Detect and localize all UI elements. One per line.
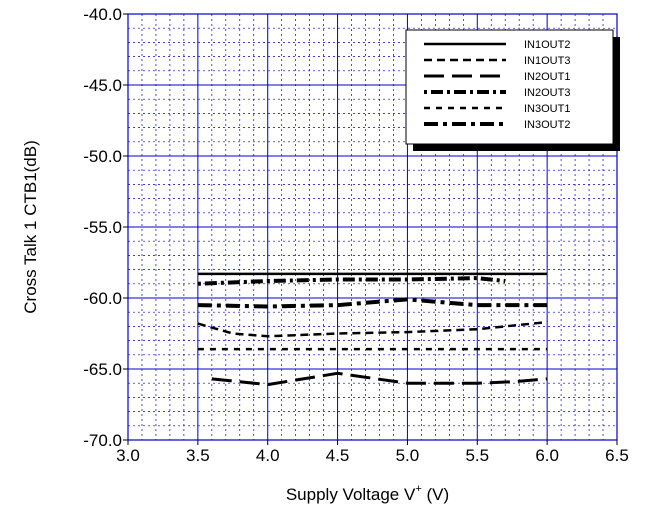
- x-tick-label: 4.0: [256, 446, 280, 465]
- y-axis-title: Cross Talk 1 CTB1(dB): [21, 140, 40, 314]
- x-axis-title: Supply Voltage V+ (V): [286, 483, 449, 504]
- legend-label-in2out1: IN2OUT1: [524, 71, 570, 83]
- x-tick-label: 3.0: [116, 446, 140, 465]
- legend-label-in3out2: IN3OUT2: [524, 119, 570, 131]
- y-tick-label: -65.0: [83, 360, 122, 379]
- x-tick-label: 6.5: [605, 446, 629, 465]
- series-lines: [197, 272, 548, 387]
- x-tick-label: 4.5: [326, 446, 350, 465]
- y-tick-label: -45.0: [83, 76, 122, 95]
- legend-label-in3out1: IN3OUT1: [524, 103, 570, 115]
- series-line-in3out2: [197, 297, 548, 309]
- legend: IN1OUT2 IN1OUT3 IN2OUT1 IN2OUT3 IN3OUT1 IN3OU…: [405, 29, 620, 151]
- x-tick-label: 5.5: [465, 446, 489, 465]
- series-line-in1out3: [197, 320, 548, 338]
- x-tick-label: 3.5: [186, 446, 210, 465]
- legend-box: [405, 29, 614, 145]
- legend-label-in2out3: IN2OUT3: [524, 87, 570, 99]
- y-tick-label: -70.0: [83, 431, 122, 450]
- y-tick-label: -40.0: [83, 5, 122, 24]
- legend-label-in1out3: IN1OUT3: [524, 55, 570, 67]
- series-line-in2out1: [211, 371, 548, 387]
- x-axis-title-sup: +: [415, 483, 421, 495]
- x-axis-title-unit: (V): [422, 485, 449, 504]
- y-tick-label: -55.0: [83, 218, 122, 237]
- y-tick-label: -50.0: [83, 147, 122, 166]
- x-tick-label: 5.0: [396, 446, 420, 465]
- y-tick-label: -60.0: [83, 289, 122, 308]
- legend-label-in1out2: IN1OUT2: [524, 39, 570, 51]
- x-tick-label: 6.0: [535, 446, 559, 465]
- x-axis-title-main: Supply Voltage V: [286, 485, 416, 504]
- axis-ticks: 3.0 3.5 4.0 4.5 5.0 5.5 6.0 6.5 -70.0 -65.0 -60.0 -…: [83, 5, 629, 465]
- series-line-in2out3: [197, 276, 506, 286]
